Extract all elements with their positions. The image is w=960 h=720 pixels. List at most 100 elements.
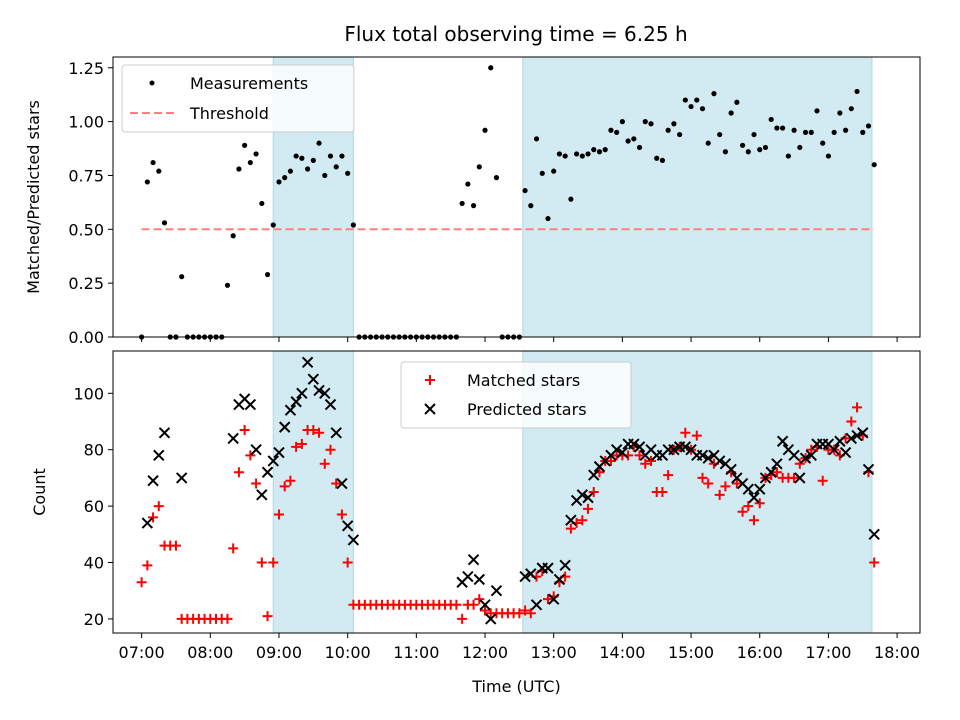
- measurement-point: [854, 88, 860, 95]
- predicted-star-point: [862, 463, 875, 476]
- measurement-point: [476, 164, 482, 170]
- measurement-point: [751, 131, 757, 138]
- matched-star-point: [319, 458, 330, 469]
- measurement-point: [699, 106, 706, 112]
- matched-star-point: [605, 455, 616, 466]
- predicted-star-point: [485, 613, 497, 625]
- shaded-region: [522, 56, 873, 338]
- legend-measurements-marker: [149, 80, 155, 86]
- predicted-star-point: [834, 435, 846, 447]
- predicted-star-point: [330, 427, 342, 439]
- bottom-y-tick-label: 20: [84, 610, 104, 629]
- measurement-point: [327, 153, 334, 159]
- predicted-star-point: [479, 599, 491, 611]
- measurement-point: [533, 136, 540, 142]
- predicted-star-point: [278, 421, 291, 433]
- measurement-point: [728, 110, 734, 116]
- measurement-point: [287, 168, 294, 174]
- matched-star-point: [771, 467, 782, 478]
- measurement-point: [860, 129, 866, 135]
- measurement-point: [596, 149, 603, 155]
- measurement-point: [631, 136, 637, 142]
- measurement-point: [694, 97, 700, 103]
- matched-star-point: [268, 557, 279, 568]
- legend-predicted-x: [424, 403, 436, 415]
- predicted-star-point: [256, 489, 268, 501]
- predicted-star-point: [307, 373, 320, 385]
- predicted-star-point: [158, 427, 171, 439]
- predicted-star-point: [175, 472, 188, 484]
- measurement-point: [150, 159, 156, 166]
- measurement-point: [820, 140, 826, 146]
- predicted-star-point: [324, 398, 337, 411]
- measurement-point: [224, 282, 231, 288]
- matched-star-point: [325, 444, 336, 455]
- predicted-star-point: [754, 483, 766, 495]
- measurement-point: [488, 65, 494, 71]
- measurement-point: [591, 147, 597, 153]
- matched-star-point: [720, 481, 731, 492]
- predicted-star-point: [284, 404, 297, 416]
- matched-star-point: [314, 427, 325, 438]
- measurement-point: [539, 170, 545, 176]
- predicted-star-point: [530, 599, 543, 611]
- bottom-panel: 20 40 60 80 100 07:00 08:00 09:00 10:00 11:00 12:…: [30, 350, 921, 696]
- predicted-star-point: [633, 441, 646, 453]
- measurement-point: [573, 151, 580, 157]
- matched-star-point: [480, 605, 491, 616]
- matched-star-point: [869, 557, 880, 568]
- x-axis-label: Time (UTC): [471, 677, 560, 696]
- predicted-star-point: [341, 520, 354, 532]
- bottom-y-tick-label: 80: [84, 441, 104, 460]
- measurement-point: [562, 153, 568, 159]
- predicted-star-point: [839, 446, 852, 459]
- x-tick-label: 17:00: [805, 643, 851, 662]
- matched-star-point: [245, 450, 256, 461]
- measurement-point: [293, 153, 299, 159]
- measurement-point: [745, 149, 751, 155]
- bottom-y-tick-label: 100: [73, 384, 104, 403]
- measurement-point: [757, 147, 763, 153]
- measurement-point: [276, 179, 282, 185]
- matched-star-point: [279, 481, 290, 492]
- measurement-point: [304, 166, 311, 172]
- measurement-point: [299, 155, 305, 161]
- measurement-point: [619, 119, 625, 125]
- predicted-stars-points: [141, 356, 880, 625]
- measurement-point: [316, 140, 322, 146]
- predicted-star-point: [473, 573, 486, 586]
- measurement-point: [545, 215, 551, 222]
- matched-star-point: [794, 458, 805, 469]
- matched-stars-points: [136, 402, 880, 624]
- predicted-star-point: [765, 466, 777, 478]
- predicted-star-point: [290, 396, 302, 408]
- measurement-point: [774, 125, 780, 131]
- predicted-star-point: [336, 477, 348, 490]
- matched-star-point: [697, 472, 708, 483]
- measurement-point: [814, 108, 820, 114]
- predicted-star-point: [702, 452, 714, 464]
- measurement-point: [705, 140, 711, 146]
- measurement-point: [270, 222, 276, 228]
- matched-star-point: [542, 594, 553, 605]
- top-y-tick-label: 1.00: [68, 113, 104, 132]
- matched-star-point: [852, 402, 863, 413]
- bottom-y-axis-label: Count: [30, 468, 49, 516]
- measurement-point: [842, 127, 849, 133]
- top-axes-frame: [112, 56, 921, 338]
- measurement-point: [671, 121, 677, 127]
- predicted-star-point: [771, 458, 783, 470]
- matched-star-point: [789, 472, 800, 483]
- measurement-point: [482, 127, 488, 133]
- predicted-star-point: [725, 463, 737, 476]
- matched-star-point: [565, 523, 576, 534]
- matched-star-point: [262, 611, 273, 622]
- matched-star-point: [457, 613, 468, 624]
- top-legend-box: [121, 64, 355, 133]
- top-panel: 0.00 0.25 0.50 0.75 1.00 1.25 Matched/Predict…: [24, 56, 921, 347]
- measurement-point: [808, 129, 814, 135]
- measurement-point: [642, 119, 648, 125]
- measurement-point: [310, 157, 316, 163]
- predicted-star-point: [319, 387, 331, 400]
- predicted-star-point: [559, 559, 571, 572]
